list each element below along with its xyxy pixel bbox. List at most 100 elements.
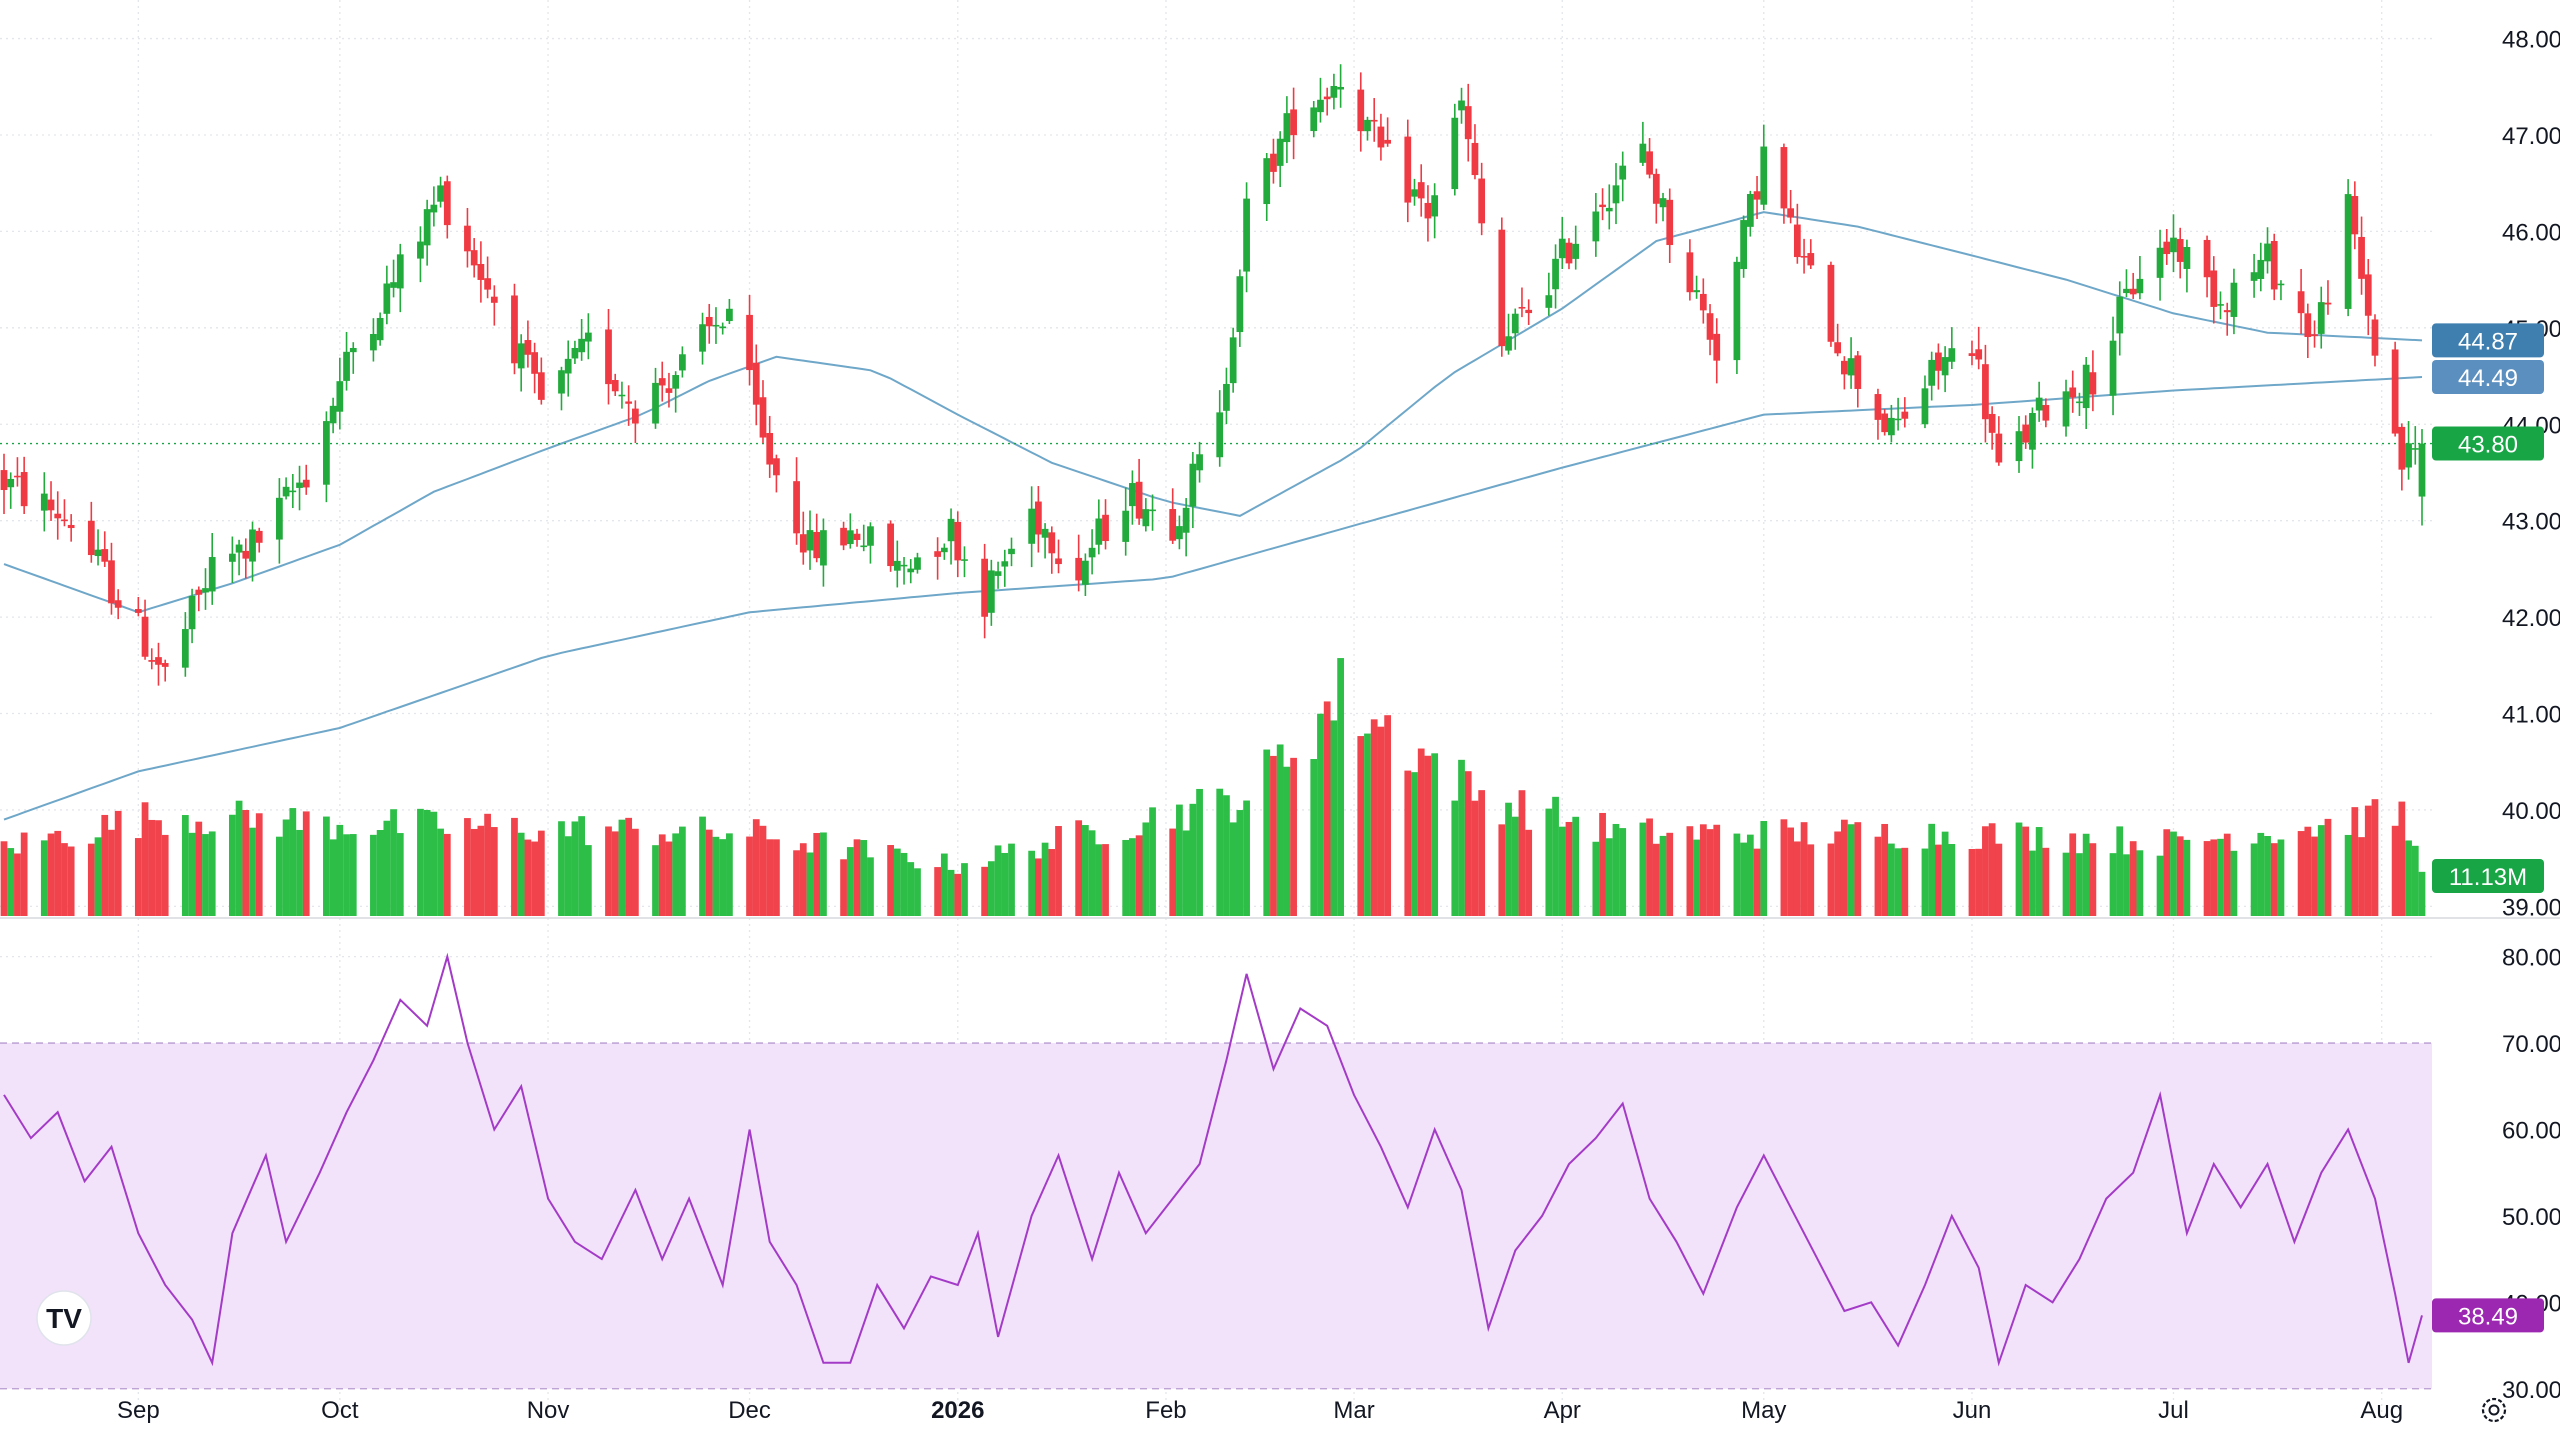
volume-bar (302, 811, 310, 916)
candle-body (2176, 239, 2184, 262)
candle-body (188, 595, 196, 630)
candle-body (820, 530, 827, 566)
volume-bar (1357, 736, 1365, 916)
volume-bar (443, 833, 451, 916)
volume-bar (1323, 701, 1331, 916)
volume-bar (1505, 802, 1512, 916)
candle-body (14, 475, 21, 478)
volume-bar (705, 829, 713, 916)
candle-body (2163, 241, 2171, 255)
price-tick-label: 48.00 (2502, 27, 2560, 54)
axes: 48.0047.0046.0045.0044.0043.0042.0041.00… (117, 27, 2560, 1424)
candle-body (1612, 185, 1620, 204)
rsi-tick-label: 60.00 (2502, 1117, 2560, 1144)
volume-bar (0, 841, 8, 916)
candle-body (1874, 394, 1882, 420)
volume-bar (2418, 871, 2426, 916)
volume-bar (1888, 843, 1895, 916)
candle-body (0, 470, 8, 491)
tradingview-logo[interactable]: TV (36, 1290, 92, 1346)
volume-bar (752, 819, 760, 916)
candle-body (1055, 558, 1062, 565)
volume-bar (2082, 833, 2090, 916)
volume-bar (2029, 850, 2036, 916)
candle-body (2257, 259, 2265, 279)
volume-bar (981, 866, 989, 916)
candle-body (860, 545, 868, 548)
candle-body (1129, 483, 1136, 507)
candle-body (1901, 411, 1909, 419)
volume-bar (470, 828, 478, 916)
candle-body (846, 530, 854, 545)
candle-body (1478, 178, 1486, 224)
volume-bar (712, 836, 720, 916)
volume-bar (2123, 854, 2130, 916)
candle-body (47, 499, 55, 511)
volume-bar (934, 867, 941, 916)
price-tick-label: 41.00 (2502, 702, 2560, 729)
candle-body (2324, 302, 2332, 305)
candle-body (1370, 119, 1378, 122)
volume-bar (1270, 755, 1277, 916)
candle-body (323, 421, 330, 485)
volume-bar (1243, 800, 1250, 916)
volume-bar (477, 825, 485, 916)
volume-bar (820, 832, 827, 916)
candle-body (940, 547, 948, 553)
rsi-value-tag-text: 38.49 (2458, 1303, 2518, 1330)
volume-bar (2176, 836, 2184, 916)
volume-bar (1572, 816, 1580, 916)
candle-body (1229, 337, 1237, 384)
volume-bar (329, 839, 337, 916)
candle-body (766, 433, 774, 465)
volume-bar (961, 863, 968, 916)
candle-body (1008, 548, 1015, 555)
candle-body (370, 333, 377, 351)
candle-body (1431, 195, 1439, 217)
candle-body (1384, 139, 1392, 144)
volume-bar (1283, 766, 1291, 916)
volume-bar (2170, 831, 2177, 916)
candle-body (652, 382, 659, 424)
candle-body (484, 278, 491, 290)
volume-bar (1525, 829, 1533, 916)
volume-bar (2324, 818, 2332, 916)
volume-bar (490, 827, 498, 916)
candle-body (2035, 397, 2043, 411)
price-tick-label: 39.00 (2502, 894, 2560, 921)
time-tick-label: Aug (2360, 1397, 2403, 1424)
candle-body (2270, 241, 2278, 290)
volume-bar (1008, 843, 1015, 916)
candle-body (994, 571, 1002, 576)
volume-bar (1988, 823, 1996, 916)
volume-bar (2203, 841, 2211, 916)
volume-bar (564, 836, 572, 916)
volume-bar (1223, 795, 1230, 916)
volume-bar (343, 834, 350, 916)
candle-body (1605, 207, 1613, 212)
candle-body (1511, 313, 1519, 334)
volume-bar (1592, 841, 1600, 916)
candle-body (947, 518, 955, 542)
candle-body (235, 544, 243, 553)
candle-body (1881, 413, 1889, 433)
volume-bar (2076, 853, 2083, 916)
candle-body (1652, 173, 1660, 204)
volume-bar (1619, 828, 1627, 916)
candle-body (1317, 99, 1324, 113)
settings-gear-icon[interactable] (2481, 1397, 2507, 1423)
volume-bar (860, 840, 868, 916)
volume-bar (1605, 838, 1613, 916)
candle-body (2297, 291, 2305, 314)
volume-bar (1793, 841, 1801, 916)
volume-bar (840, 859, 847, 916)
rsi-value-tag-box (2432, 1298, 2544, 1333)
candle-body (2082, 364, 2090, 409)
candle-body (1236, 276, 1244, 333)
rsi-tick-label: 80.00 (2502, 945, 2560, 972)
candle-body (1827, 264, 1835, 342)
volume-bar (1088, 830, 1096, 916)
candle-body (437, 185, 444, 202)
volume-bar (383, 820, 391, 916)
